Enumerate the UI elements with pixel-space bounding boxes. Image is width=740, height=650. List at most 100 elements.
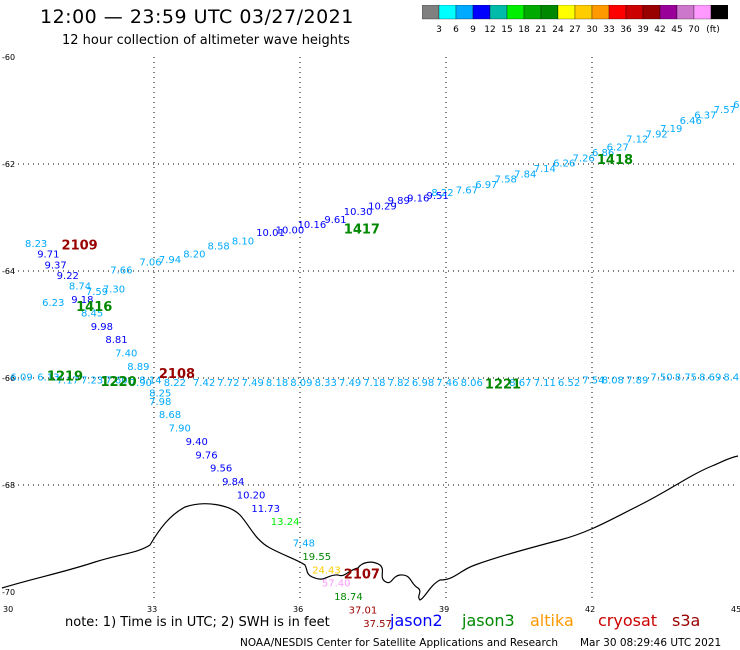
wave-height-value: 7.48 xyxy=(293,539,315,550)
pass-time-label: 1418 xyxy=(597,153,633,168)
wave-height-value: 8.25 xyxy=(149,389,171,400)
map-subtitle: 12 hour collection of altimeter wave hei… xyxy=(62,33,350,48)
wave-height-value: 24.43 xyxy=(312,565,341,576)
lon-label: 30 xyxy=(3,605,13,614)
wave-height-value: 6.23 xyxy=(42,298,64,309)
legend-tick-label: 6 xyxy=(453,25,459,35)
wave-height-value: 6.13 xyxy=(37,373,59,384)
wave-height-value: 9.22 xyxy=(57,271,79,282)
wave-height-value: 7.12 xyxy=(626,135,648,146)
wave-height-value: 7.18 xyxy=(363,378,385,389)
lon-label: 36 xyxy=(293,605,303,614)
wave-height-value: 57.40 xyxy=(322,579,351,590)
legend-unit: (ft) xyxy=(706,25,720,35)
wave-height-value: 8.75 xyxy=(675,373,697,384)
lon-label: 42 xyxy=(585,605,595,614)
wave-height-value: 8.67 xyxy=(509,378,531,389)
legend-tick-label: 33 xyxy=(603,25,614,35)
wave-height-value: 9.56 xyxy=(210,464,232,475)
wave-height-value: 7.49 xyxy=(339,378,361,389)
wave-height-value: 10.16 xyxy=(298,220,327,231)
wave-height-value: 7.11 xyxy=(534,378,556,389)
legend-tick-label: 21 xyxy=(535,25,546,35)
lon-label: 39 xyxy=(439,605,449,614)
graticule-grid xyxy=(8,57,738,600)
wave-height-value: 8.08 xyxy=(602,375,624,386)
wave-height-value: 6.98 xyxy=(412,378,434,389)
wave-height-value: 6.37 xyxy=(694,111,716,122)
wave-height-value: 10.20 xyxy=(237,490,266,501)
legend-tick-label: 39 xyxy=(637,25,649,35)
wave-height-value: 9.71 xyxy=(37,250,59,261)
wave-height-value: 7.90 xyxy=(169,424,191,435)
wave-height-value: 7.89 xyxy=(626,375,648,386)
wave-height-value: 7.26 xyxy=(573,153,595,164)
pass-time-label: 1219 xyxy=(47,370,83,385)
legend-swatch xyxy=(710,5,728,20)
wave-height-value: 7.49 xyxy=(242,378,264,389)
wave-height-value: 6.74 xyxy=(733,100,740,111)
pass-time-label: 1220 xyxy=(100,375,136,390)
wave-height-value: 10.30 xyxy=(344,207,373,218)
pass-time-label: 2107 xyxy=(344,568,380,583)
wave-height-value: 13.24 xyxy=(271,517,300,528)
footer-credit: NOAA/NESDIS Center for Satellite Applica… xyxy=(240,637,558,649)
wave-height-value: 8.58 xyxy=(208,242,230,253)
footer-note: note: 1) Time is in UTC; 2) SWH is in fe… xyxy=(65,615,330,630)
wave-height-value: 7.17 xyxy=(57,375,79,386)
legend-tick-label: 3 xyxy=(436,25,442,35)
pass-time-label: 1221 xyxy=(485,378,521,393)
wave-height-value: 8.14 xyxy=(139,375,161,386)
wave-height-value: 7.30 xyxy=(103,284,125,295)
lon-label: 33 xyxy=(147,605,157,614)
wave-height-value: 8.45 xyxy=(81,308,103,319)
satellite-name: altika xyxy=(530,611,574,630)
wave-height-value: 7.54 xyxy=(582,375,604,386)
satellite-name: s3a xyxy=(672,611,700,630)
wave-height-value: 7.72 xyxy=(217,378,239,389)
wave-height-value: 9.76 xyxy=(195,450,217,461)
wave-height-value: 8.22 xyxy=(431,188,453,199)
lon-label: 45 xyxy=(731,605,740,614)
wave-height-value: 9.84 xyxy=(222,477,244,488)
legend-tick-label: 30 xyxy=(586,25,598,35)
wave-height-value: 7.60 xyxy=(105,375,127,386)
wave-height-value: 10.00 xyxy=(276,226,305,237)
wave-height-value: 6.09 xyxy=(10,373,32,384)
wave-height-value: 7.84 xyxy=(514,169,536,180)
antarctic-coastline xyxy=(1,455,739,601)
axis-labels: -60 -62 -64 -66 -68 -70 30 33 36 39 42 45 xyxy=(2,53,740,614)
lat-label: -66 xyxy=(2,374,15,383)
wave-height-value: 9.98 xyxy=(91,322,113,333)
wave-height-value: 7.14 xyxy=(534,164,556,175)
lat-label: -60 xyxy=(2,53,15,62)
wave-height-value: 7.94 xyxy=(159,255,181,266)
wave-height-value: 6.27 xyxy=(607,143,629,154)
wave-height-value: 7.92 xyxy=(646,129,668,140)
satellite-name: jason2 xyxy=(389,611,443,630)
legend-tick-label: 36 xyxy=(620,25,632,35)
wave-height-value: 7.46 xyxy=(436,378,458,389)
wave-height-value: 8.33 xyxy=(315,378,337,389)
wave-height-value: 6.86 xyxy=(592,148,614,159)
legend-tick-label: 45 xyxy=(671,25,682,35)
wave-height-value: 6.97 xyxy=(475,180,497,191)
wave-height-value: 7.67 xyxy=(456,185,478,196)
wave-height-value: 19.55 xyxy=(302,552,331,563)
wave-height-value: 8.69 xyxy=(699,373,721,384)
color-legend: 3 6 9 12 15 18 21 24 27 30 33 36 39 42 45 70 (ft) xyxy=(422,5,728,35)
wave-height-value: 9.40 xyxy=(186,437,208,448)
wave-height-value: 7.90 xyxy=(130,378,152,389)
legend-tick-label: 15 xyxy=(501,25,512,35)
satellite-legend: jason2 jason3 altika cryosat s3a xyxy=(389,611,700,630)
legend-tick-label: 42 xyxy=(654,25,665,35)
map-footer: note: 1) Time is in UTC; 2) SWH is in fe… xyxy=(65,611,721,649)
wave-height-value: 8.10 xyxy=(232,236,254,247)
wave-height-value: 8.06 xyxy=(461,378,483,389)
wave-height-value: 10.29 xyxy=(368,201,397,212)
footer-timestamp: Mar 30 08:29:46 UTC 2021 xyxy=(580,637,721,649)
legend-tick-label: 9 xyxy=(470,25,476,35)
wave-height-value: 7.82 xyxy=(388,378,410,389)
wave-height-value: 18.74 xyxy=(334,592,363,603)
wave-height-value: 9.89 xyxy=(388,196,410,207)
